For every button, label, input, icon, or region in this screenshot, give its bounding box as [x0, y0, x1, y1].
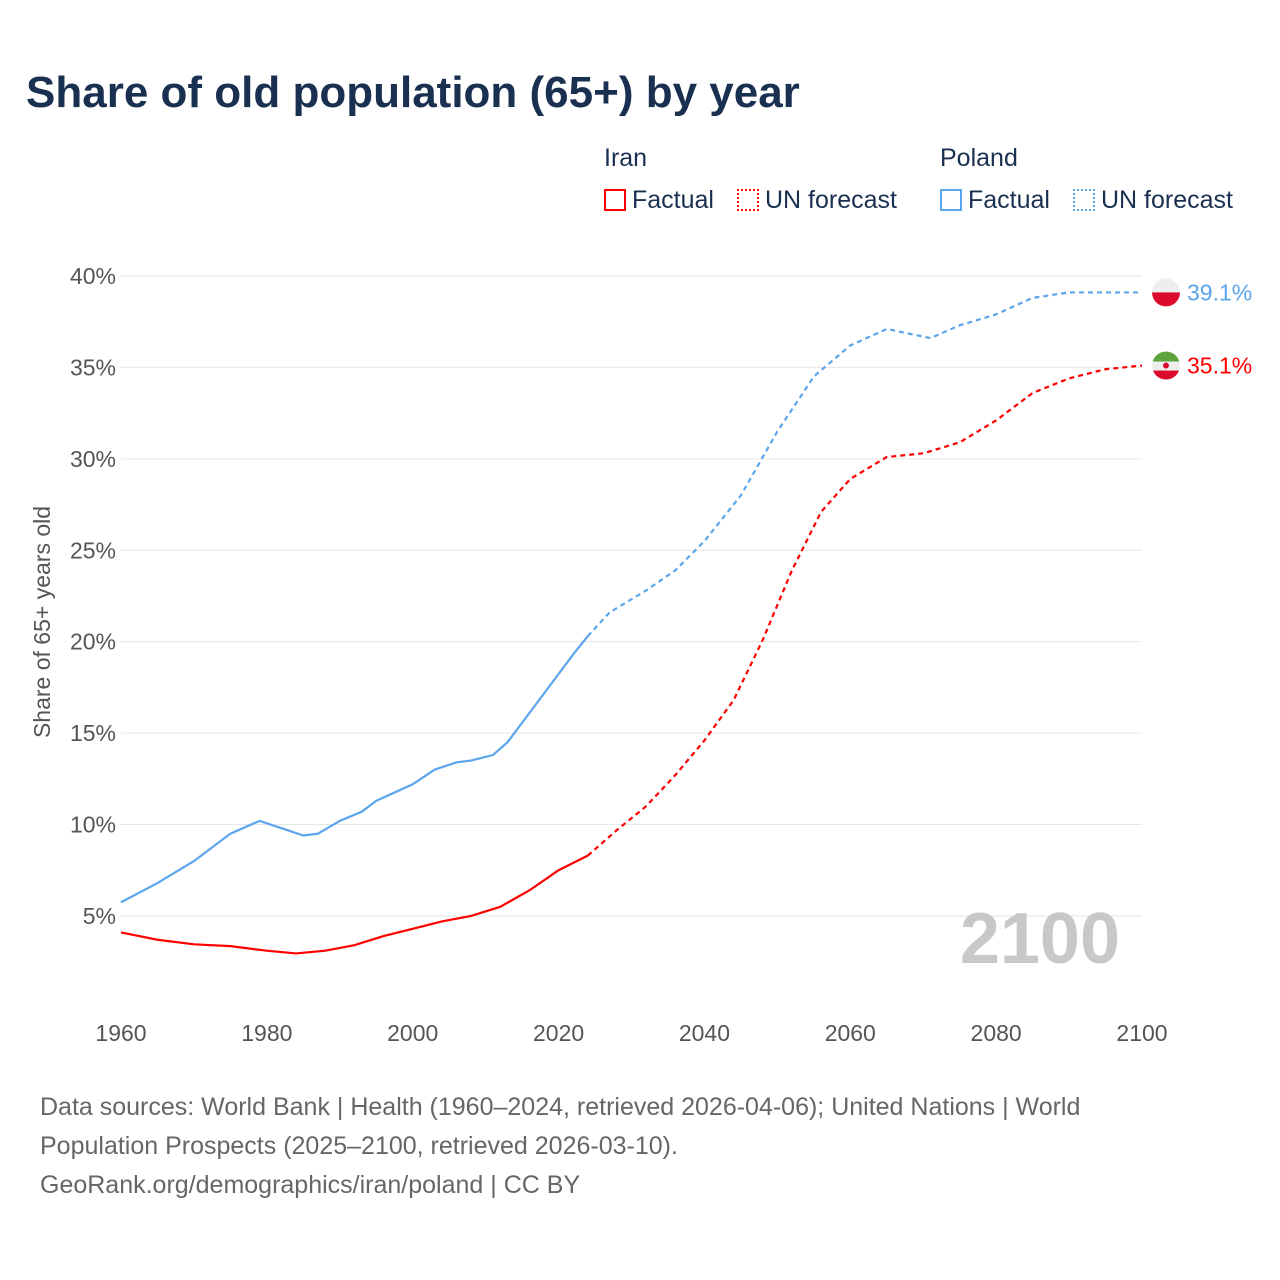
year-label: 2100 — [960, 899, 1120, 979]
legend-label: Factual — [968, 186, 1050, 214]
y-tick-label: 35% — [70, 354, 116, 380]
legend-swatch — [737, 189, 759, 211]
footer-link[interactable]: GeoRank.org/demographics/iran/poland | C… — [40, 1171, 581, 1199]
x-tick-label: 2000 — [387, 1020, 438, 1046]
x-tick-label: 2060 — [825, 1020, 876, 1046]
x-tick-label: 2080 — [971, 1020, 1022, 1046]
y-tick-label: 15% — [70, 720, 116, 746]
poland-forecast-line — [586, 291, 1142, 637]
footer: Data sources: World Bank | Health (1960–… — [40, 1088, 1080, 1205]
poland-end-label: 39.1% — [1187, 279, 1252, 305]
iran-factual-line — [120, 854, 589, 955]
x-tick-label: 2040 — [679, 1020, 730, 1046]
y-axis-label: Share of 65+ years old — [29, 506, 55, 738]
x-tick-label: 2100 — [1116, 1020, 1167, 1046]
legend-swatch — [1073, 189, 1095, 211]
y-tick-label: 10% — [70, 812, 116, 838]
chart-title: Share of old population (65+) by year — [26, 68, 800, 117]
footer-sources-cont: Population Prospects (2025–2100, retriev… — [40, 1132, 678, 1160]
legend-iran-title: Iran — [604, 144, 648, 172]
x-tick-label: 1980 — [241, 1020, 292, 1046]
legend-poland-factual[interactable]: Factual — [940, 186, 1050, 215]
legend-label: Factual — [632, 186, 714, 214]
legend-swatch — [940, 189, 962, 211]
poland-factual-line — [120, 635, 589, 904]
y-tick-label: 20% — [70, 629, 116, 655]
legend-poland-title: Poland — [940, 144, 1018, 172]
legend-swatch — [604, 189, 626, 211]
x-tick-label: 2020 — [533, 1020, 584, 1046]
footer-sources: Data sources: World Bank | Health (1960–… — [40, 1093, 1081, 1121]
legend-iran-forecast[interactable]: UN forecast — [737, 186, 897, 215]
iran-flag-icon — [1152, 351, 1180, 380]
legend-iran-factual[interactable]: Factual — [604, 186, 714, 215]
iran-end-label: 35.1% — [1187, 353, 1252, 379]
iran-forecast-line — [587, 364, 1143, 857]
y-tick-label: 25% — [70, 537, 116, 563]
poland-flag-icon — [1152, 278, 1180, 307]
x-tick-label: 1960 — [95, 1020, 146, 1046]
y-tick-label: 30% — [70, 446, 116, 472]
legend-label: UN forecast — [765, 186, 897, 214]
legend-poland-forecast[interactable]: UN forecast — [1073, 186, 1233, 215]
legend-label: UN forecast — [1101, 186, 1233, 214]
y-tick-label: 5% — [83, 903, 116, 929]
y-tick-label: 40% — [70, 263, 116, 289]
